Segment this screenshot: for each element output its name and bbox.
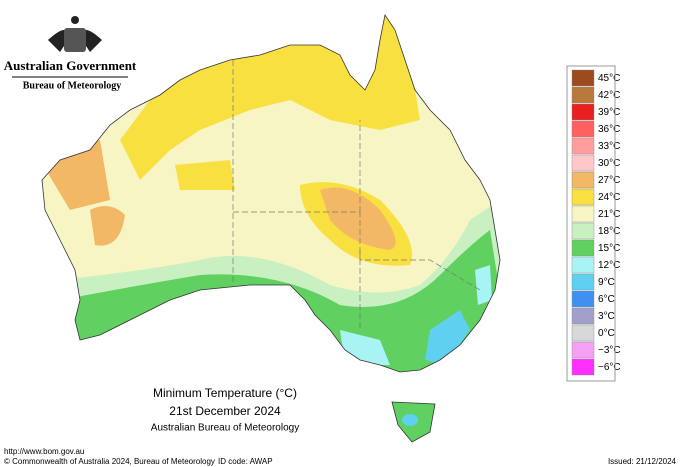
legend: 45°C 42°C 39°C 36°C 33°C 30°C 27°C 24°C 21°C 18°C… <box>571 69 621 376</box>
legend-swatch <box>571 324 595 342</box>
crest <box>48 16 102 52</box>
map-title: Minimum Temperature (°C) <box>153 386 297 400</box>
legend-swatch <box>571 307 595 325</box>
legend-swatch <box>571 86 595 104</box>
map-date: 21st December 2024 <box>169 404 281 418</box>
copyright: © Commonwealth of Australia 2024, Bureau… <box>4 457 215 466</box>
map-source: Australian Bureau of Meteorology <box>151 423 299 434</box>
legend-label: 18°C <box>598 226 620 237</box>
legend-swatch <box>571 205 595 223</box>
legend-swatch <box>571 137 595 155</box>
legend-label: 45°C <box>598 73 620 84</box>
issued: Issued: 21/12/2024 <box>608 457 677 466</box>
legend-swatch <box>571 171 595 189</box>
agency: Bureau of Meteorology <box>23 80 122 91</box>
government: Australian Government <box>4 58 137 73</box>
legend-label: 12°C <box>598 260 620 271</box>
legend-swatch <box>571 154 595 172</box>
state-borders <box>232 60 481 330</box>
legend-label: 33°C <box>598 141 620 152</box>
legend-swatch <box>571 273 595 291</box>
legend-swatch <box>571 120 595 138</box>
legend-label: −3°C <box>598 345 621 356</box>
legend-label: 6°C <box>598 294 615 305</box>
legend-swatch <box>571 358 595 376</box>
legend-swatch <box>571 188 595 206</box>
legend-frame <box>566 65 616 382</box>
legend-swatch <box>571 341 595 359</box>
legend-swatch <box>571 256 595 274</box>
legend-label: 24°C <box>598 192 620 203</box>
legend-swatch <box>571 103 595 121</box>
coastline <box>41 13 501 373</box>
legend-swatch <box>571 290 595 308</box>
legend-label: 0°C <box>598 328 615 339</box>
url: http://www.bom.gov.au <box>4 447 84 456</box>
legend-label: −6°C <box>598 362 621 373</box>
legend-label: 42°C <box>598 90 620 101</box>
legend-label: 3°C <box>598 311 615 322</box>
id-code: ID code: AWAP <box>218 457 273 466</box>
tasmania-cool <box>402 414 418 426</box>
legend-label: 36°C <box>598 124 620 135</box>
legend-label: 30°C <box>598 158 620 169</box>
legend-label: 9°C <box>598 277 615 288</box>
legend-label: 15°C <box>598 243 620 254</box>
legend-label: 21°C <box>598 209 620 220</box>
legend-swatch <box>571 222 595 240</box>
legend-swatch <box>571 69 595 87</box>
legend-label: 39°C <box>598 107 620 118</box>
legend-swatch <box>571 239 595 257</box>
legend-label: 27°C <box>598 175 620 186</box>
